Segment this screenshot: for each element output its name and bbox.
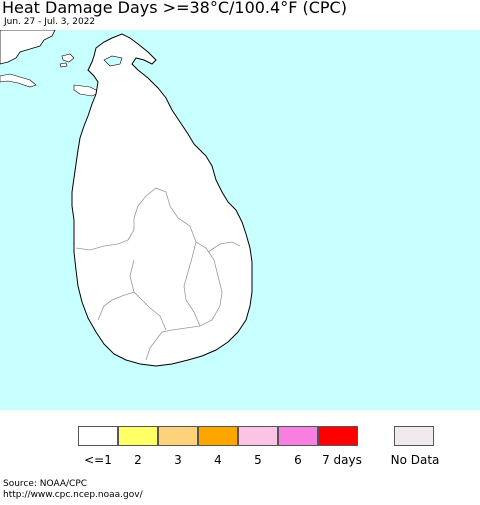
- map: [0, 30, 480, 410]
- jaffna-lagoon: [103, 55, 123, 67]
- source-url: http://www.cpc.ncep.noaa.gov/: [3, 490, 143, 500]
- province-boundary: [129, 259, 167, 331]
- legend-label-5: 5: [254, 453, 262, 467]
- legend-swatch-no-data: [394, 426, 434, 446]
- legend-swatch-5: [238, 426, 278, 446]
- legend-label-2: 2: [134, 453, 142, 467]
- legend-label-7: 7 days: [322, 453, 362, 467]
- legend: <=1 2 3 4 5 6 7 days No Data: [0, 426, 480, 470]
- legend-swatch-4: [198, 426, 238, 446]
- province-boundary: [75, 187, 223, 361]
- province-boundary: [207, 241, 241, 253]
- island-mannar: [73, 84, 101, 97]
- source-text: Source: NOAA/CPC: [3, 479, 88, 489]
- legend-swatch-7: [318, 426, 358, 446]
- map-title: Heat Damage Days >=38°C/100.4°F (CPC): [2, 0, 347, 17]
- sri-lanka-outline: [71, 33, 253, 367]
- mainland-india: [0, 30, 56, 65]
- legend-swatch-2: [118, 426, 158, 446]
- legend-label-6: 6: [294, 453, 302, 467]
- legend-swatch-6: [278, 426, 318, 446]
- legend-label-4: 4: [214, 453, 222, 467]
- legend-swatch-1: [78, 426, 118, 446]
- legend-label-3: 3: [174, 453, 182, 467]
- province-boundary: [97, 291, 135, 321]
- legend-label-no-data: No Data: [390, 453, 440, 467]
- island: [59, 62, 68, 68]
- province-boundary: [183, 241, 201, 327]
- date-range: Jun. 27 - Jul. 3, 2022: [4, 17, 96, 27]
- island: [61, 53, 75, 63]
- map-svg: [0, 30, 480, 410]
- legend-swatch-3: [158, 426, 198, 446]
- legend-label-1: <=1: [84, 453, 112, 467]
- island: [0, 73, 37, 88]
- source-credit: Source: NOAA/CPC http://www.cpc.ncep.noa…: [3, 479, 143, 501]
